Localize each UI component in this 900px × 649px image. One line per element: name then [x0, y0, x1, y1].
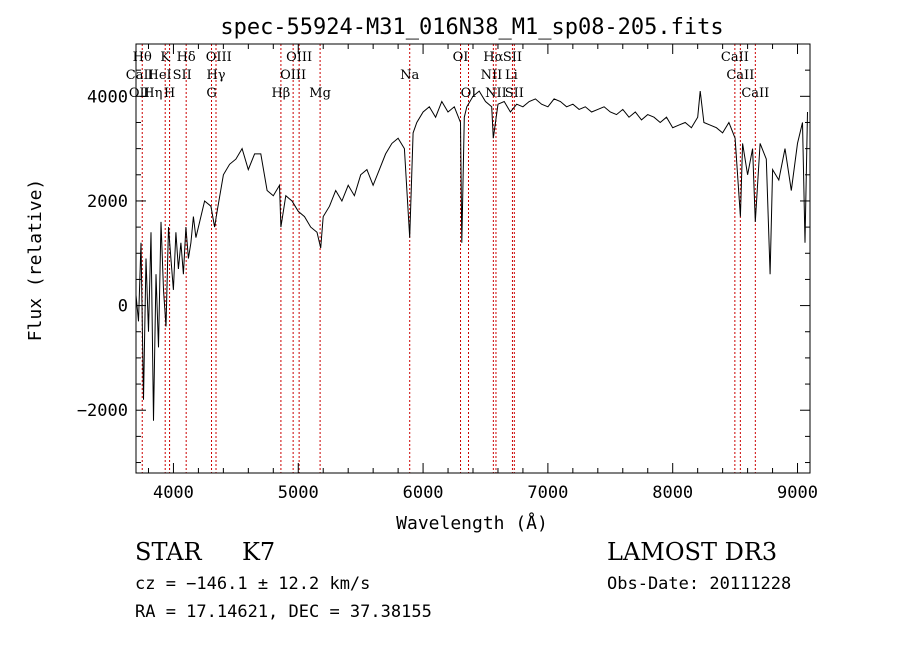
line-label-19: Hη: [143, 86, 162, 101]
line-label-11: SII: [173, 68, 192, 83]
object-class: STAR: [135, 538, 202, 566]
line-label-5: OI: [453, 50, 469, 65]
y-tick-label: 2000: [87, 192, 128, 212]
line-label-6: Hα: [483, 50, 503, 65]
line-label-15: NII: [481, 68, 503, 83]
line-label-12: Hγ: [206, 68, 225, 83]
x-tick-label: 9000: [777, 483, 818, 503]
chart-title: spec-55924-M31_016N38_M1_sp08-205.fits: [220, 15, 723, 40]
x-tick-label: 6000: [403, 483, 444, 503]
line-label-13: OIII: [280, 68, 306, 83]
line-label-23: Mg: [309, 86, 331, 101]
line-label-14: Na: [400, 68, 419, 83]
redshift-cz: cz = −146.1 ± 12.2 km/s: [135, 574, 371, 594]
line-label-2: Hδ: [177, 50, 196, 65]
line-label-7: SII: [503, 50, 522, 65]
line-label-21: G: [206, 86, 216, 101]
line-label-0: Hθ: [133, 50, 152, 65]
spectral-line-markers: [141, 44, 756, 473]
line-label-27: CaII: [741, 86, 769, 101]
line-label-24: OI: [461, 86, 477, 101]
x-tick-label: 5000: [278, 483, 319, 503]
y-axis-label: Flux (relative): [25, 179, 46, 342]
flux-series-line: [135, 90, 808, 421]
y-tick-label: −2000: [77, 401, 128, 421]
observation-date: Obs-Date: 20111228: [607, 574, 792, 594]
plot-frame: [135, 43, 811, 474]
line-label-10: HeI: [148, 68, 172, 83]
object-subclass: K7: [242, 538, 276, 566]
line-label-20: H: [164, 86, 175, 101]
y-tick-label: 4000: [87, 87, 128, 107]
y-tick-label: 0: [118, 297, 128, 317]
line-label-22: Hβ: [271, 86, 290, 101]
axis-ticks: 4000 5000 6000 7000 8000 9000 −2000 0 2000 4000: [77, 44, 818, 503]
line-label-1: K: [160, 50, 170, 65]
line-label-18: OII: [129, 86, 150, 101]
x-tick-label: 4000: [153, 483, 194, 503]
x-tick-label: 8000: [652, 483, 693, 503]
line-label-26: SII: [505, 86, 524, 101]
line-label-16: Li: [505, 68, 518, 83]
ra-dec-coordinates: RA = 17.14621, DEC = 37.38155: [135, 602, 432, 622]
line-label-17: CaII: [726, 68, 754, 83]
line-label-4: OIII: [286, 50, 312, 65]
survey-name: LAMOST DR3: [607, 538, 778, 566]
line-label-25: NII: [485, 86, 507, 101]
line-label-3: OIII: [206, 50, 232, 65]
line-label-8: CaII: [721, 50, 749, 65]
x-axis-label: Wavelength (Å): [396, 512, 548, 534]
x-tick-label: 7000: [527, 483, 568, 503]
line-label-9: CaII: [126, 68, 154, 83]
